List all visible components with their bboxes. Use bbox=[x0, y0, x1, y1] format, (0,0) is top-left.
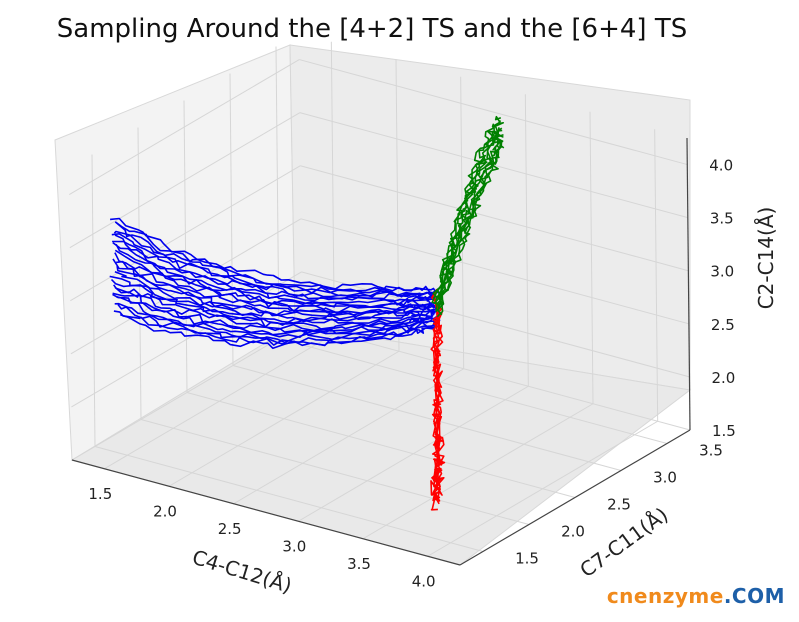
gridline-z-left bbox=[70, 165, 301, 302]
gridline-z-left bbox=[69, 112, 301, 249]
y-tick-label: 2.5 bbox=[607, 496, 631, 514]
series-line bbox=[430, 288, 443, 486]
x-axis-label: C4-C12(Å) bbox=[189, 545, 294, 598]
x-tick-label: 2.0 bbox=[153, 502, 177, 520]
z-axis-label: C2-C14(Å) bbox=[754, 207, 778, 310]
z-tick-label: 2.5 bbox=[711, 316, 735, 334]
gridline-y bbox=[94, 446, 484, 552]
z-axis-edge bbox=[686, 137, 691, 431]
watermark-logo: cnenzyme.COM bbox=[607, 584, 785, 608]
gridline-y bbox=[186, 392, 576, 498]
y-tick-label: 1.5 bbox=[515, 550, 539, 568]
axis-edges bbox=[71, 137, 691, 566]
series-line bbox=[114, 302, 438, 344]
tick-labels: 1.5 2.0 2.5 3.0 3.5 4.0 1.5 2.0 2.5 3.0 3.5 1.5 2.0 2… bbox=[88, 157, 735, 591]
chart-title: Sampling Around the [4+2] TS and the [6+… bbox=[57, 14, 687, 44]
y-axis-edge bbox=[459, 429, 691, 566]
gridline-y-left bbox=[275, 46, 280, 339]
z-tick-label: 2.0 bbox=[711, 369, 735, 387]
gridline-z-left bbox=[71, 271, 302, 408]
gridline-y bbox=[278, 338, 668, 444]
gridline-y-left bbox=[91, 154, 96, 447]
gridline-y bbox=[232, 365, 622, 471]
gridline-z-left bbox=[71, 324, 303, 461]
series-line bbox=[116, 265, 438, 318]
gridline-z-left bbox=[69, 59, 300, 195]
data-lines bbox=[109, 115, 505, 511]
watermark-part1: cnenzyme bbox=[606, 584, 724, 608]
gridline-x-back bbox=[330, 41, 335, 334]
series-line bbox=[115, 243, 438, 308]
x-tick-label: 4.0 bbox=[412, 572, 436, 590]
gridline-x-back bbox=[654, 129, 659, 422]
gridline-x-back bbox=[524, 94, 529, 387]
z-tick-label: 3.0 bbox=[710, 263, 734, 281]
y-axis-label: C7-C11(Å) bbox=[575, 502, 672, 582]
gridline-x-back bbox=[589, 111, 594, 404]
x-tick-label: 2.5 bbox=[218, 520, 242, 538]
gridline-x-back bbox=[395, 59, 400, 352]
series-line bbox=[435, 132, 504, 313]
x-tick-label: 3.5 bbox=[347, 555, 371, 573]
grid-lines bbox=[69, 41, 691, 557]
series-line bbox=[110, 278, 435, 326]
series-line bbox=[110, 217, 438, 294]
y-tick-label: 3.0 bbox=[653, 469, 677, 487]
watermark-part2: .COM bbox=[723, 584, 785, 608]
z-tick-label: 3.5 bbox=[710, 210, 734, 228]
series-line bbox=[116, 295, 433, 338]
gridline-z-back bbox=[299, 59, 688, 166]
gridline-z-back bbox=[301, 324, 691, 431]
y-tick-label: 2.0 bbox=[561, 523, 585, 541]
x-tick-label: 3.0 bbox=[282, 537, 306, 555]
series-line bbox=[119, 313, 438, 350]
gridline-y bbox=[140, 419, 530, 525]
gridline-z-back bbox=[301, 271, 690, 378]
series-line bbox=[437, 115, 502, 299]
z-tick-label: 4.0 bbox=[709, 157, 733, 175]
gridline-y-left bbox=[137, 127, 142, 420]
z-tick-label: 1.5 bbox=[712, 422, 736, 440]
x-tick-label: 1.5 bbox=[88, 485, 112, 503]
y-tick-label: 3.5 bbox=[699, 442, 723, 460]
x-axis-edge bbox=[71, 459, 461, 566]
gridline-z-back bbox=[300, 218, 690, 325]
gridline-y-left bbox=[183, 100, 188, 393]
series-line bbox=[114, 286, 439, 332]
series-line bbox=[112, 240, 437, 303]
series-line bbox=[117, 304, 437, 346]
gridline-z-back bbox=[300, 165, 689, 272]
